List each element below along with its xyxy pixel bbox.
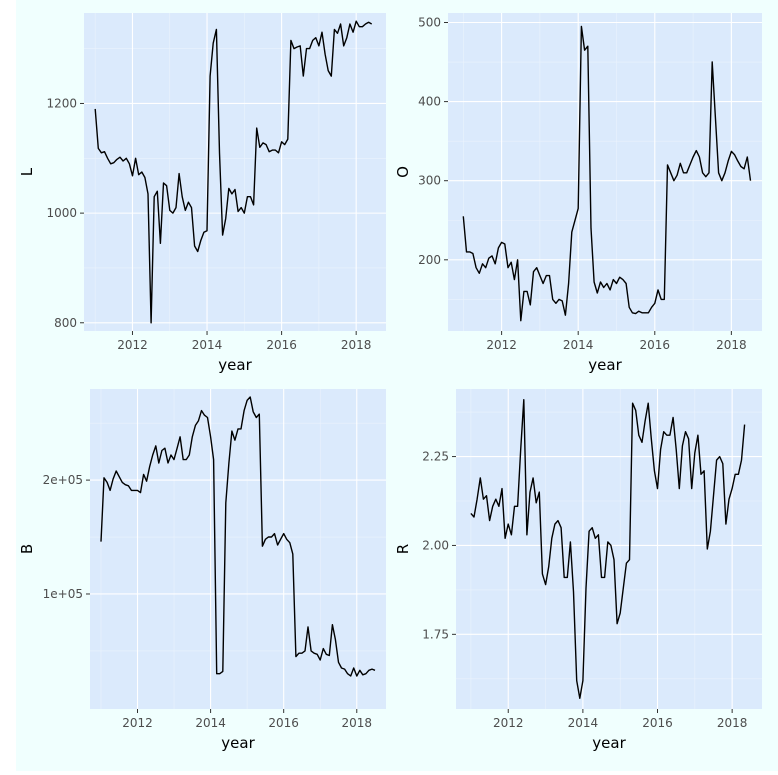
y-tick-label: 500 <box>418 15 441 29</box>
panel-background <box>456 389 762 709</box>
x-tick-label: 2016 <box>640 338 671 352</box>
series-line <box>462 25 752 322</box>
chart-panel-3: 2012 2014 2016 2018 1e+05 2e+05 year B <box>18 389 386 752</box>
y-tick-label: 1e+05 <box>43 587 83 601</box>
x-tick-label: 2014 <box>195 716 226 730</box>
y-tick-label: 400 <box>418 95 441 109</box>
x-tick-label: 2012 <box>486 338 517 352</box>
y-axis-title: L <box>18 167 36 176</box>
x-tick-label: 2018 <box>717 716 748 730</box>
figure: 2012 2014 2016 2018 800 1000 1200 year L 2012 2014… <box>16 0 778 771</box>
chart-panel-1: 2012 2014 2016 2018 800 1000 1200 year L <box>18 13 386 374</box>
y-tick-label: 800 <box>54 316 77 330</box>
x-tick-label: 2012 <box>493 716 524 730</box>
chart-panel-2: 2012 2014 2016 2018 200 300 400 500 year O <box>394 13 762 374</box>
y-tick-label: 1.75 <box>422 627 449 641</box>
y-tick-label: 300 <box>418 174 441 188</box>
panel-background <box>84 13 386 331</box>
x-axis-title: year <box>221 734 255 752</box>
y-axis-title: B <box>18 544 36 554</box>
x-tick-label: 2018 <box>716 338 747 352</box>
panel-background <box>90 389 386 709</box>
figure-svg: 2012 2014 2016 2018 800 1000 1200 year L 2012 2014… <box>18 13 762 752</box>
x-tick-label: 2014 <box>563 338 594 352</box>
series-line <box>100 396 376 677</box>
x-tick-label: 2012 <box>122 716 153 730</box>
y-tick-label: 1200 <box>46 96 77 110</box>
y-axis-title: R <box>394 544 412 554</box>
y-tick-label: 2.25 <box>422 450 449 464</box>
x-tick-label: 2018 <box>341 716 372 730</box>
series-line <box>94 20 373 324</box>
series-line <box>470 399 746 699</box>
x-axis-title: year <box>588 356 622 374</box>
y-tick-label: 2.00 <box>422 538 449 552</box>
x-axis-title: year <box>218 356 252 374</box>
x-tick-label: 2012 <box>117 338 148 352</box>
x-tick-label: 2018 <box>341 338 372 352</box>
x-tick-label: 2016 <box>268 716 299 730</box>
x-tick-label: 2016 <box>642 716 673 730</box>
chart-panel-4: 2012 2014 2016 2018 1.75 2.00 2.25 year R <box>394 389 762 752</box>
y-tick-label: 1000 <box>46 206 77 220</box>
x-tick-label: 2014 <box>568 716 599 730</box>
y-tick-label: 200 <box>418 253 441 267</box>
y-tick-label: 2e+05 <box>43 473 83 487</box>
x-tick-label: 2016 <box>266 338 297 352</box>
panel-background <box>448 13 762 331</box>
x-axis-title: year <box>592 734 626 752</box>
x-tick-label: 2014 <box>192 338 223 352</box>
y-axis-title: O <box>394 166 412 178</box>
